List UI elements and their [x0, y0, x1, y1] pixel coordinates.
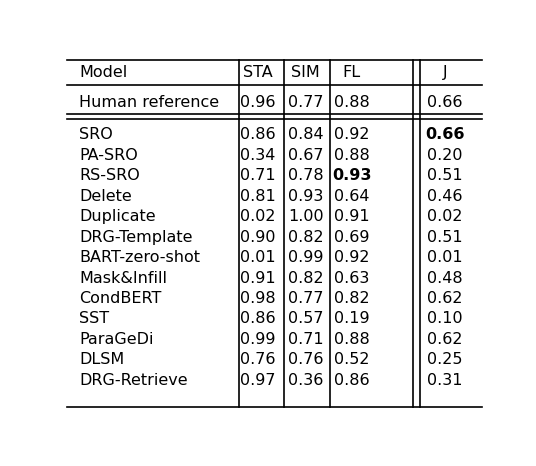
Text: 1.00: 1.00	[288, 209, 324, 224]
Text: SIM: SIM	[292, 65, 320, 80]
Text: Duplicate: Duplicate	[79, 209, 156, 224]
Text: J: J	[443, 65, 448, 80]
Text: 0.90: 0.90	[240, 230, 276, 245]
Text: 0.77: 0.77	[288, 95, 324, 110]
Text: DRG-Template: DRG-Template	[79, 230, 193, 245]
Text: 0.96: 0.96	[240, 95, 276, 110]
Text: 0.81: 0.81	[240, 189, 276, 204]
Text: 0.78: 0.78	[288, 168, 324, 183]
Text: 0.71: 0.71	[288, 332, 324, 347]
Text: 0.46: 0.46	[427, 189, 463, 204]
Text: 0.19: 0.19	[334, 311, 369, 327]
Text: 0.02: 0.02	[427, 209, 463, 224]
Text: SRO: SRO	[79, 127, 113, 142]
Text: 0.92: 0.92	[334, 250, 369, 265]
Text: 0.01: 0.01	[427, 250, 463, 265]
Text: 0.01: 0.01	[240, 250, 276, 265]
Text: Delete: Delete	[79, 189, 132, 204]
Text: DLSM: DLSM	[79, 352, 125, 367]
Text: 0.66: 0.66	[427, 95, 463, 110]
Text: 0.51: 0.51	[427, 168, 463, 183]
Text: 0.88: 0.88	[334, 332, 369, 347]
Text: CondBERT: CondBERT	[79, 291, 162, 306]
Text: 0.91: 0.91	[334, 209, 369, 224]
Text: 0.63: 0.63	[334, 271, 369, 286]
Text: 0.93: 0.93	[332, 168, 371, 183]
Text: 0.92: 0.92	[334, 127, 369, 142]
Text: 0.98: 0.98	[240, 291, 276, 306]
Text: 0.99: 0.99	[288, 250, 324, 265]
Text: 0.97: 0.97	[240, 373, 276, 388]
Text: PA-SRO: PA-SRO	[79, 148, 138, 163]
Text: 0.25: 0.25	[427, 352, 463, 367]
Text: Human reference: Human reference	[79, 95, 220, 110]
Text: 0.66: 0.66	[425, 127, 465, 142]
Text: 0.71: 0.71	[240, 168, 276, 183]
Text: SST: SST	[79, 311, 109, 327]
Text: 0.88: 0.88	[334, 95, 369, 110]
Text: 0.64: 0.64	[334, 189, 369, 204]
Text: 0.99: 0.99	[240, 332, 276, 347]
Text: BART-zero-shot: BART-zero-shot	[79, 250, 200, 265]
Text: 0.52: 0.52	[334, 352, 369, 367]
Text: 0.84: 0.84	[288, 127, 324, 142]
Text: 0.51: 0.51	[427, 230, 463, 245]
Text: 0.10: 0.10	[427, 311, 463, 327]
Text: FL: FL	[343, 65, 361, 80]
Text: ParaGeDi: ParaGeDi	[79, 332, 154, 347]
Text: 0.86: 0.86	[240, 311, 276, 327]
Text: 0.69: 0.69	[334, 230, 369, 245]
Text: 0.31: 0.31	[427, 373, 463, 388]
Text: 0.86: 0.86	[240, 127, 276, 142]
Text: 0.76: 0.76	[288, 352, 324, 367]
Text: 0.62: 0.62	[427, 332, 463, 347]
Text: 0.76: 0.76	[240, 352, 276, 367]
Text: 0.82: 0.82	[288, 230, 324, 245]
Text: 0.67: 0.67	[288, 148, 324, 163]
Text: STA: STA	[243, 65, 273, 80]
Text: RS-SRO: RS-SRO	[79, 168, 140, 183]
Text: Model: Model	[79, 65, 128, 80]
Text: 0.62: 0.62	[427, 291, 463, 306]
Text: 0.82: 0.82	[288, 271, 324, 286]
Text: 0.91: 0.91	[240, 271, 276, 286]
Text: 0.86: 0.86	[334, 373, 369, 388]
Text: 0.88: 0.88	[334, 148, 369, 163]
Text: 0.02: 0.02	[240, 209, 276, 224]
Text: 0.20: 0.20	[427, 148, 463, 163]
Text: 0.77: 0.77	[288, 291, 324, 306]
Text: 0.48: 0.48	[427, 271, 463, 286]
Text: 0.93: 0.93	[288, 189, 324, 204]
Text: Mask&Infill: Mask&Infill	[79, 271, 167, 286]
Text: 0.82: 0.82	[334, 291, 369, 306]
Text: DRG-Retrieve: DRG-Retrieve	[79, 373, 188, 388]
Text: 0.34: 0.34	[241, 148, 276, 163]
Text: 0.57: 0.57	[288, 311, 324, 327]
Text: 0.36: 0.36	[288, 373, 324, 388]
